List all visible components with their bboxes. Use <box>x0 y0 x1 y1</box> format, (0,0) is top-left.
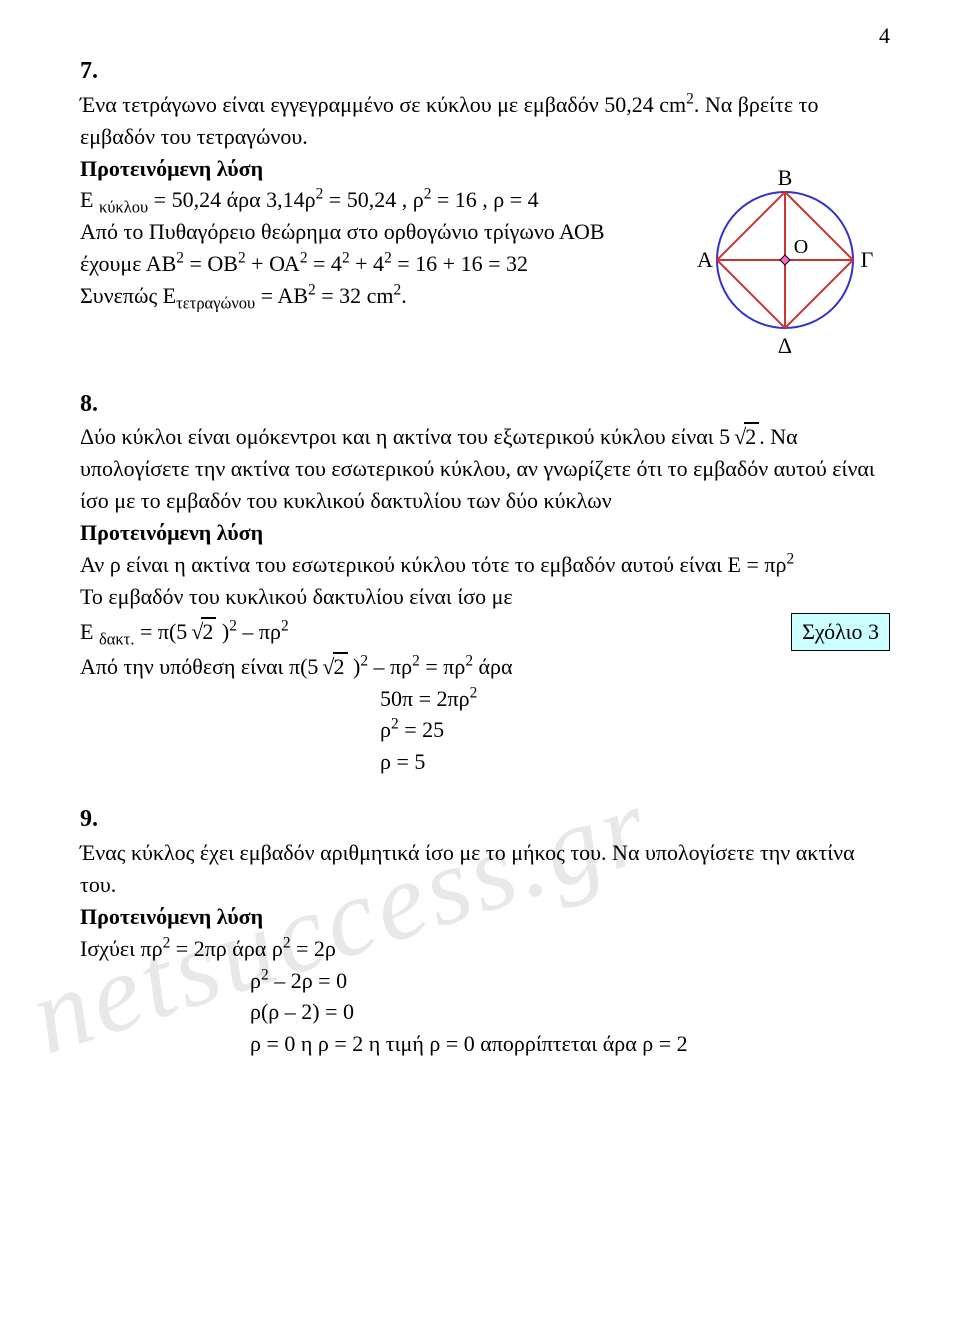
radicand: 2 <box>744 422 759 449</box>
txt: = 16 , ρ = 4 <box>431 187 538 212</box>
txt: + ΟΑ <box>246 251 300 276</box>
txt: . <box>401 283 407 308</box>
solution-label: Προτεινόμενη λύση <box>80 153 660 185</box>
problem-7-statement: Ένα τετράγωνο είναι εγγεγραμμένο σε κύκλ… <box>80 89 890 153</box>
p8-eq1: 50π = 2πρ2 <box>80 683 890 715</box>
exponent: 2 <box>412 652 420 669</box>
exponent: 2 <box>360 652 368 669</box>
txt: = 50,24 , ρ <box>323 187 423 212</box>
exponent: 2 <box>176 250 184 267</box>
p8-line1: Αν ρ είναι η ακτίνα του εσωτερικού κύκλο… <box>80 549 890 581</box>
p7-text: Ένα τετράγωνο είναι εγγεγραμμένο σε κύκλ… <box>80 92 686 117</box>
problem-8-statement: Δύο κύκλοι είναι ομόκεντροι και η ακτίνα… <box>80 421 890 517</box>
p8-line3: Ε δακτ. = π(52 )2 – πρ2 Σχόλιο 3 <box>80 613 890 651</box>
problem-7-number: 7. <box>80 54 890 89</box>
subscript: δακτ. <box>99 629 135 648</box>
txt: Ε <box>80 187 99 212</box>
p9-eq3: ρ = 0 η ρ = 2 η τιμή ρ = 0 απορρίπτεται … <box>80 1028 890 1060</box>
svg-text:Δ: Δ <box>778 333 792 358</box>
txt: = 50,24 άρα 3,14ρ <box>148 187 315 212</box>
subscript: κύκλου <box>99 198 148 217</box>
exponent: 2 <box>281 617 289 634</box>
txt: έχουμε ΑΒ <box>80 251 176 276</box>
solution-label: Προτεινόμενη λύση <box>80 517 890 549</box>
txt: – πρ <box>368 654 412 679</box>
txt: Ισχύει πρ <box>80 936 163 961</box>
txt: Ε <box>80 619 99 644</box>
p9-eq1: ρ2 – 2ρ = 0 <box>80 965 890 997</box>
p8-eq3: ρ = 5 <box>80 746 890 778</box>
txt: ) <box>348 654 361 679</box>
exponent: 2 <box>308 282 316 299</box>
txt: = πρ <box>420 654 466 679</box>
p9-line1: Ισχύει πρ2 = 2πρ άρα ρ2 = 2ρ <box>80 933 890 965</box>
exponent: 2 <box>261 966 269 983</box>
exponent: 2 <box>686 90 694 107</box>
callout-note: Σχόλιο 3 <box>791 613 890 651</box>
svg-text:Γ: Γ <box>861 247 874 272</box>
txt: = π(5 <box>134 619 187 644</box>
txt: = 2ρ <box>291 936 336 961</box>
txt: Αν ρ είναι η ακτίνα του εσωτερικού κύκλο… <box>80 552 786 577</box>
radicand: 2 <box>201 617 216 644</box>
txt: ) <box>216 619 229 644</box>
exponent: 2 <box>470 684 478 701</box>
txt: = 32 cm <box>316 283 394 308</box>
txt: ρ <box>380 717 391 742</box>
sqrt-icon: 2 <box>318 651 347 683</box>
p8-line2: Το εμβαδόν του κυκλικού δακτυλίου είναι … <box>80 581 890 613</box>
p7-line4: Συνεπώς Ετετραγώνου = ΑΒ2 = 32 cm2. <box>80 280 660 312</box>
exponent: 2 <box>300 250 308 267</box>
p7-line1: Ε κύκλου = 50,24 άρα 3,14ρ2 = 50,24 , ρ2… <box>80 184 660 216</box>
subscript: τετραγώνου <box>176 294 255 313</box>
txt: – πρ <box>237 619 281 644</box>
txt: 50π = 2πρ <box>380 686 470 711</box>
exponent: 2 <box>342 250 350 267</box>
p7-line3: έχουμε ΑΒ2 = ΟΒ2 + ΟΑ2 = 42 + 42 = 16 + … <box>80 248 660 280</box>
sqrt-icon: 2 <box>730 421 759 453</box>
txt: – 2ρ = 0 <box>269 968 347 993</box>
txt: = ΟΒ <box>184 251 238 276</box>
p8-eq2: ρ2 = 25 <box>80 714 890 746</box>
figure-inscribed-square: Β Α Γ Δ Ο <box>680 153 890 363</box>
exponent: 2 <box>384 250 392 267</box>
txt: Δύο κύκλοι είναι ομόκεντροι και η ακτίνα… <box>80 424 730 449</box>
exponent: 2 <box>465 652 473 669</box>
problem-8-number: 8. <box>80 387 890 422</box>
page-number: 4 <box>879 20 890 52</box>
problem-9-number: 9. <box>80 802 890 837</box>
txt: + 4 <box>350 251 384 276</box>
txt: Από την υπόθεση είναι π(5 <box>80 654 318 679</box>
svg-text:Β: Β <box>778 165 793 190</box>
svg-text:Ο: Ο <box>794 236 808 258</box>
exponent: 2 <box>238 250 246 267</box>
radicand: 2 <box>333 652 348 679</box>
exponent: 2 <box>283 934 291 951</box>
txt: ρ <box>250 968 261 993</box>
p8-line4: Από την υπόθεση είναι π(52 )2 – πρ2 = πρ… <box>80 651 890 683</box>
txt: = 16 + 16 = 32 <box>392 251 528 276</box>
problem-9-statement: Ένας κύκλος έχει εμβαδόν αριθμητικά ίσο … <box>80 837 890 901</box>
solution-label: Προτεινόμενη λύση <box>80 901 890 933</box>
exponent: 2 <box>786 551 794 568</box>
txt: = 4 <box>308 251 342 276</box>
svg-text:Α: Α <box>697 247 713 272</box>
txt: = ΑΒ <box>255 283 308 308</box>
p9-eq2: ρ(ρ – 2) = 0 <box>80 996 890 1028</box>
txt: Συνεπώς Ε <box>80 283 176 308</box>
exponent: 2 <box>229 617 237 634</box>
txt: άρα <box>473 654 513 679</box>
p7-line2: Από το Πυθαγόρειο θεώρημα στο ορθογώνιο … <box>80 216 660 248</box>
txt: = 2πρ άρα ρ <box>170 936 283 961</box>
exponent: 2 <box>391 716 399 733</box>
sqrt-icon: 2 <box>187 616 216 648</box>
txt: = 25 <box>399 717 444 742</box>
